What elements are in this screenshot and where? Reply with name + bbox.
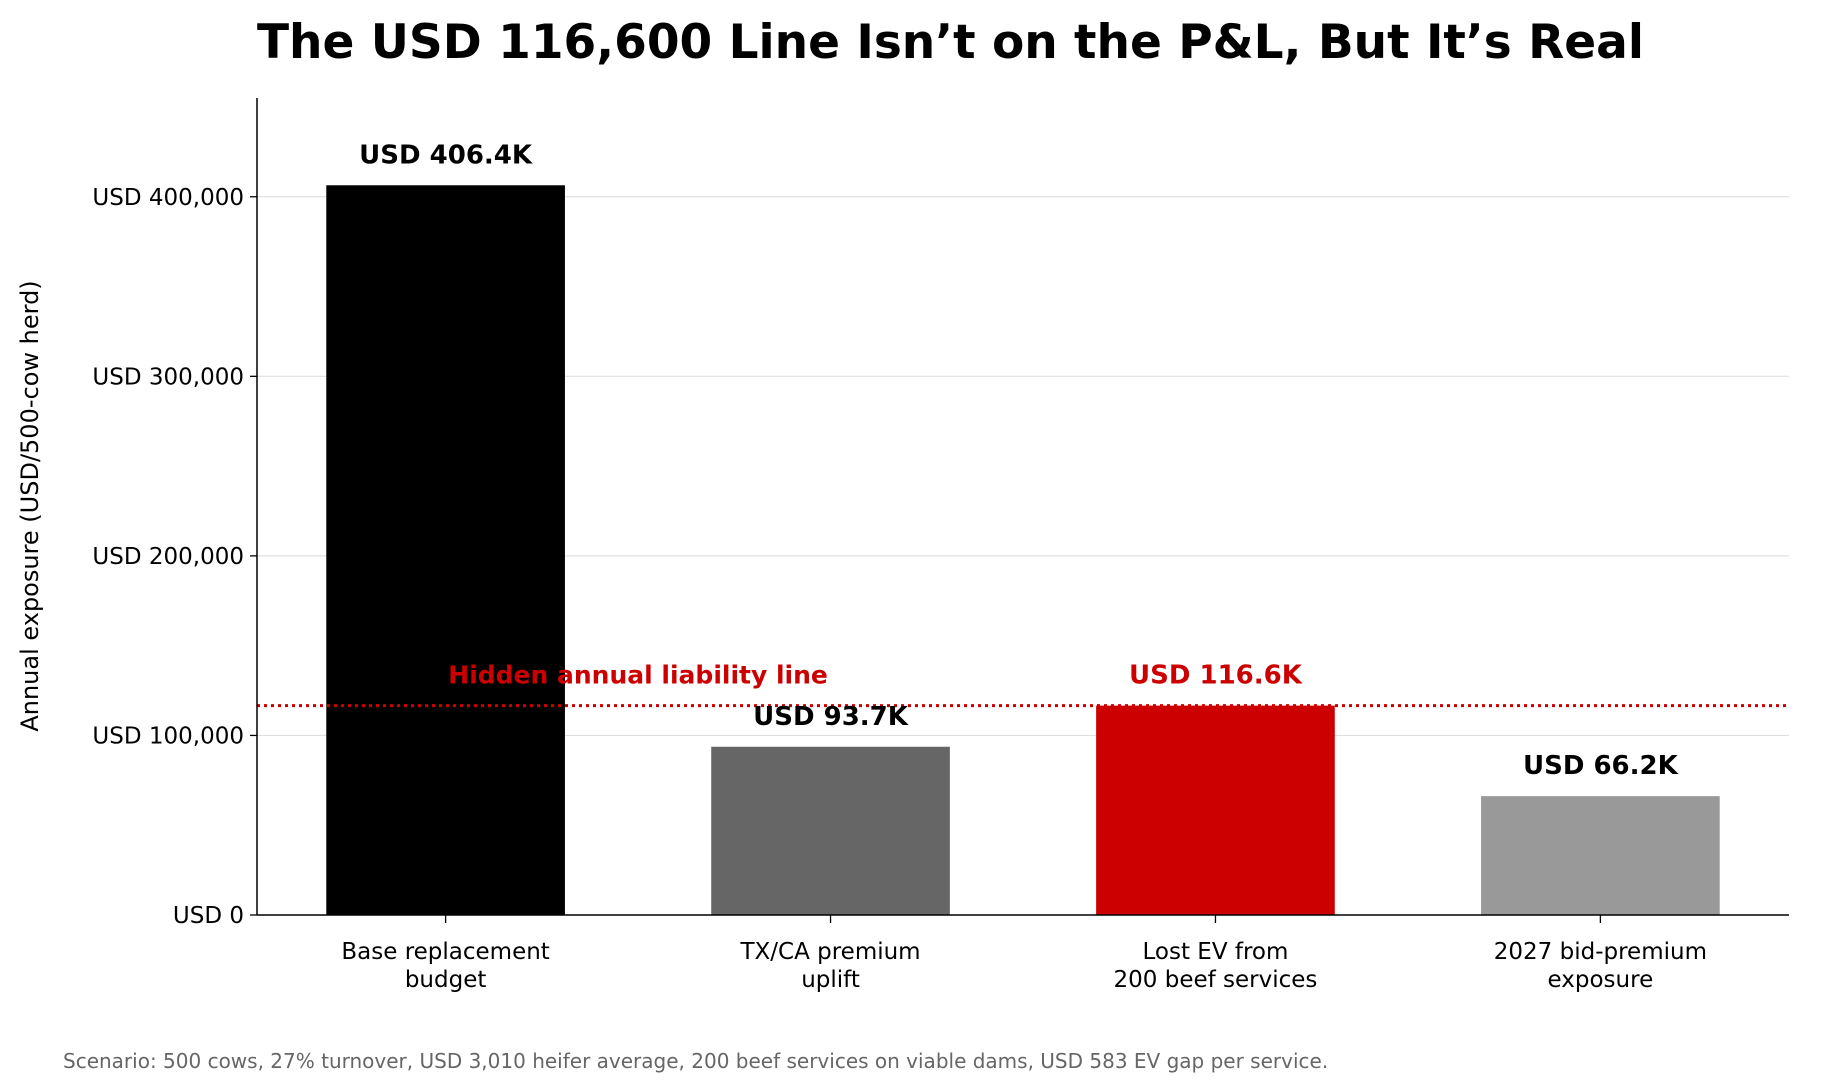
bar (326, 185, 565, 916)
y-tick-label: USD 100,000 (92, 723, 244, 749)
x-tick-label: exposure (1548, 967, 1654, 993)
y-tick-label: USD 200,000 (92, 544, 244, 570)
y-tick-label: USD 0 (173, 903, 244, 929)
y-tick-label: USD 400,000 (92, 185, 244, 211)
x-tick-label: TX/CA premium (739, 939, 920, 965)
y-tick-label: USD 300,000 (92, 364, 244, 390)
x-tick-label: budget (405, 967, 487, 993)
data-label: USD 93.7K (753, 702, 909, 732)
x-tick-label: 200 beef services (1114, 967, 1318, 993)
data-label: USD 406.4K (359, 140, 533, 170)
x-tick-label: 2027 bid-premium (1494, 939, 1707, 965)
reference-line-label: Hidden annual liability line (448, 661, 828, 690)
x-tick-label: Base replacement (341, 939, 549, 965)
data-label: USD 66.2K (1523, 751, 1679, 781)
x-tick-label: Lost EV from (1143, 939, 1289, 965)
x-tick-label: uplift (801, 967, 860, 993)
bar (1481, 796, 1720, 915)
data-label: USD 116.6K (1129, 661, 1303, 691)
chart-title: The USD 116,600 Line Isn’t on the P&L, B… (257, 15, 1644, 70)
y-axis-label: Annual exposure (USD/500-cow herd) (16, 280, 44, 731)
bar (1096, 705, 1335, 915)
bar (711, 746, 950, 915)
footnote: Scenario: 500 cows, 27% turnover, USD 3,… (63, 1049, 1328, 1073)
